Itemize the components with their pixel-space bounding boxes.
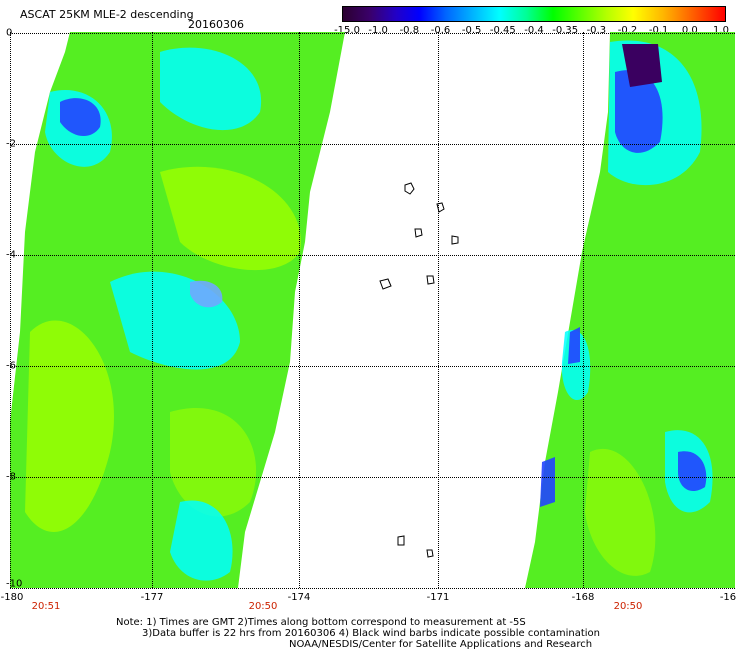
y-tick-label: -8 [6, 471, 16, 483]
colorbar-tick-label: 1.0 [713, 25, 729, 36]
island-outlines [379, 182, 459, 558]
colorbar-tick-label: -0.3 [586, 25, 607, 36]
footer-note-3: NOAA/NESDIS/Center for Satellite Applica… [289, 639, 593, 650]
y-tick-label: -6 [6, 360, 16, 372]
map-date: 20160306 [188, 18, 244, 31]
footer-note-1: Note: 1) Times are GMT 2)Times along bot… [116, 617, 526, 628]
x-tick-label: -180 [0, 592, 24, 603]
map-plot [10, 32, 735, 588]
y-tick-label: 0 [6, 27, 13, 39]
x-tick-label: -177 [140, 592, 164, 603]
colorbar [342, 6, 726, 22]
time-label: 20:50 [248, 601, 278, 612]
x-tick-label: -168 [571, 592, 595, 603]
map-title: ASCAT 25KM MLE-2 descending [20, 8, 194, 21]
time-label: 20:51 [31, 601, 61, 612]
colorbar-tick-label: -0.4 [524, 25, 544, 36]
colorbar-tick-label: -0.1 [648, 25, 669, 36]
x-tick-label: -174 [287, 592, 311, 603]
footer-note-2: 3)Data buffer is 22 hrs from 20160306 4)… [142, 628, 600, 639]
colorbar-tick-label: 0.0 [681, 25, 698, 36]
x-tick-label: -16 [719, 592, 737, 603]
y-tick-label: -2 [6, 138, 16, 150]
colorbar-tick-label: -0.2 [617, 25, 638, 36]
time-label: 20:50 [613, 601, 643, 612]
colorbar-tick-label: -15.0 [334, 25, 360, 36]
colorbar-tick-label: -0.5 [461, 25, 482, 36]
y-tick-label: -10 [6, 578, 23, 590]
colorbar-tick-label: -0.35 [552, 25, 579, 36]
colorbar-tick-label: -0.45 [489, 25, 516, 36]
colorbar-tick-label: -0.6 [430, 25, 451, 36]
x-tick-label: -171 [426, 592, 450, 603]
colorbar-tick-label: -0.8 [399, 25, 420, 36]
colorbar-tick-label: -1.0 [368, 25, 388, 36]
y-tick-label: -4 [6, 249, 16, 261]
